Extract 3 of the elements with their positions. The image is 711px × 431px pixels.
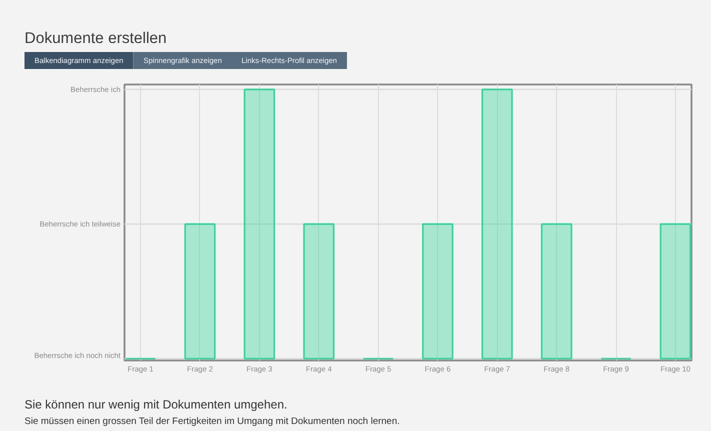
chart-title: Dokumente erstellen [24, 30, 167, 47]
text: Sie können nur wenig mit Dokumenten umgehen. [24, 398, 288, 412]
text: Sie müssen einen grossen Teil der Fertigkeiten im Umgang mit Dokumenten noch lernen. [24, 416, 400, 427]
